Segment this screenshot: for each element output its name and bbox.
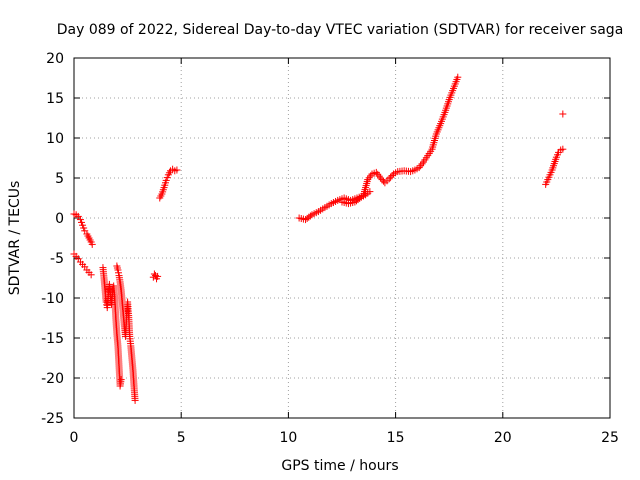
x-tick-label: 25 [601,430,619,446]
data-point [377,174,385,182]
grid-lines [74,58,610,418]
data-point [356,194,364,202]
y-tick-label: 5 [55,171,64,187]
x-axis-label: GPS time / hours [281,458,398,474]
x-tick-label: 10 [279,430,297,446]
data-point [388,172,396,180]
data-point [559,145,567,153]
data-point [387,173,395,181]
data-point [173,166,181,174]
data-points [70,73,567,404]
y-tick-label: -20 [41,371,64,387]
y-tick-label: 15 [46,91,64,107]
y-tick-label: 0 [55,211,64,227]
data-point [131,396,139,404]
x-tick-label: 5 [177,430,186,446]
x-axis-tick-labels: 0 5 10 15 20 25 [70,430,619,446]
axis-ticks [73,57,611,419]
data-point [559,110,567,118]
y-tick-label: -25 [41,411,64,427]
data-point [88,240,96,248]
y-tick-label: 10 [46,131,64,147]
x-tick-label: 0 [70,430,79,446]
data-point [306,212,314,220]
x-tick-label: 20 [494,430,512,446]
x-tick-label: 15 [387,430,405,446]
data-point [117,376,125,384]
y-axis-label: SDTVAR / TECUs [7,181,23,296]
data-point [385,175,393,183]
plot-frame [73,57,611,419]
y-tick-label: -5 [50,251,64,267]
y-axis-tick-labels: -25 -20 -15 -10 -5 0 5 10 15 20 [41,51,64,427]
y-tick-label: 20 [46,51,64,67]
data-point [154,272,162,280]
y-tick-label: -10 [41,291,64,307]
data-point [87,271,95,279]
data-point [378,176,386,184]
y-tick-label: -15 [41,331,64,347]
data-point [454,73,462,81]
chart-title: Day 089 of 2022, Sidereal Day-to-day VTE… [57,22,624,38]
data-point [366,188,374,196]
